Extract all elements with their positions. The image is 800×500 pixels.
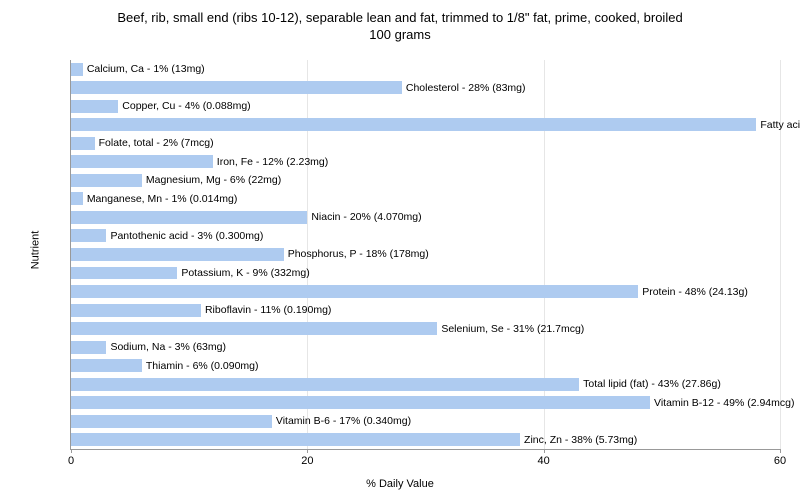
bar-label: Magnesium, Mg - 6% (22mg) bbox=[146, 174, 281, 186]
bar bbox=[71, 433, 520, 446]
x-tick-label: 60 bbox=[774, 455, 786, 467]
bar-row: Cholesterol - 28% (83mg) bbox=[71, 79, 780, 98]
chart-title: Beef, rib, small end (ribs 10-12), separ… bbox=[0, 0, 800, 48]
bar-row: Niacin - 20% (4.070mg) bbox=[71, 208, 780, 227]
bar-label: Iron, Fe - 12% (2.23mg) bbox=[217, 156, 328, 168]
bar-row: Total lipid (fat) - 43% (27.86g) bbox=[71, 375, 780, 394]
bar-row: Potassium, K - 9% (332mg) bbox=[71, 264, 780, 283]
x-tick-label: 40 bbox=[538, 455, 550, 467]
bar-label: Thiamin - 6% (0.090mg) bbox=[146, 360, 259, 372]
bar-label: Riboflavin - 11% (0.190mg) bbox=[205, 304, 331, 316]
bar-label: Vitamin B-12 - 49% (2.94mcg) bbox=[654, 397, 794, 409]
bar-label: Niacin - 20% (4.070mg) bbox=[311, 211, 421, 223]
bar-row: Zinc, Zn - 38% (5.73mg) bbox=[71, 430, 780, 449]
bar-label: Fatty acids, total saturated - 58% (11.5… bbox=[760, 119, 800, 131]
bar bbox=[71, 285, 638, 298]
title-line-2: 100 grams bbox=[369, 27, 430, 42]
x-tick-mark bbox=[780, 449, 781, 453]
nutrient-chart: Beef, rib, small end (ribs 10-12), separ… bbox=[0, 0, 800, 500]
bar bbox=[71, 248, 284, 261]
bar bbox=[71, 378, 579, 391]
bar bbox=[71, 81, 402, 94]
bar bbox=[71, 359, 142, 372]
bar-label: Vitamin B-6 - 17% (0.340mg) bbox=[276, 415, 411, 427]
bar-row: Fatty acids, total saturated - 58% (11.5… bbox=[71, 116, 780, 135]
bar-row: Copper, Cu - 4% (0.088mg) bbox=[71, 97, 780, 116]
bar-label: Manganese, Mn - 1% (0.014mg) bbox=[87, 193, 238, 205]
bar bbox=[71, 341, 106, 354]
bar bbox=[71, 137, 95, 150]
bar-row: Folate, total - 2% (7mcg) bbox=[71, 134, 780, 153]
bar-row: Manganese, Mn - 1% (0.014mg) bbox=[71, 190, 780, 209]
x-tick-mark bbox=[307, 449, 308, 453]
x-tick-mark bbox=[544, 449, 545, 453]
bar-label: Pantothenic acid - 3% (0.300mg) bbox=[110, 230, 263, 242]
plot-area: Calcium, Ca - 1% (13mg) Cholesterol - 28%… bbox=[70, 60, 780, 450]
bar-row: Iron, Fe - 12% (2.23mg) bbox=[71, 153, 780, 172]
bar bbox=[71, 174, 142, 187]
bar bbox=[71, 63, 83, 76]
bar-label: Sodium, Na - 3% (63mg) bbox=[110, 341, 226, 353]
bar-label: Folate, total - 2% (7mcg) bbox=[99, 137, 214, 149]
bar bbox=[71, 118, 756, 131]
bar-label: Potassium, K - 9% (332mg) bbox=[181, 267, 309, 279]
bar-row: Protein - 48% (24.13g) bbox=[71, 282, 780, 301]
bar-row: Calcium, Ca - 1% (13mg) bbox=[71, 60, 780, 79]
bar-label: Zinc, Zn - 38% (5.73mg) bbox=[524, 434, 637, 446]
bar-label: Calcium, Ca - 1% (13mg) bbox=[87, 63, 205, 75]
bar-row: Vitamin B-6 - 17% (0.340mg) bbox=[71, 412, 780, 431]
x-tick-label: 0 bbox=[68, 455, 74, 467]
bar-row: Pantothenic acid - 3% (0.300mg) bbox=[71, 227, 780, 246]
bar bbox=[71, 267, 177, 280]
bar bbox=[71, 155, 213, 168]
bar-row: Thiamin - 6% (0.090mg) bbox=[71, 356, 780, 375]
y-axis-label: Nutrient bbox=[29, 231, 41, 270]
bar-label: Selenium, Se - 31% (21.7mcg) bbox=[441, 323, 584, 335]
bar-row: Riboflavin - 11% (0.190mg) bbox=[71, 301, 780, 320]
bar-row: Vitamin B-12 - 49% (2.94mcg) bbox=[71, 393, 780, 412]
title-line-1: Beef, rib, small end (ribs 10-12), separ… bbox=[117, 10, 682, 25]
bar bbox=[71, 415, 272, 428]
bar-label: Protein - 48% (24.13g) bbox=[642, 286, 748, 298]
bar-row: Selenium, Se - 31% (21.7mcg) bbox=[71, 319, 780, 338]
bars-container: Calcium, Ca - 1% (13mg) Cholesterol - 28%… bbox=[71, 60, 780, 449]
x-axis-label: % Daily Value bbox=[0, 478, 800, 490]
bar bbox=[71, 211, 307, 224]
bar-label: Cholesterol - 28% (83mg) bbox=[406, 82, 526, 94]
bar-row: Magnesium, Mg - 6% (22mg) bbox=[71, 171, 780, 190]
bar-label: Copper, Cu - 4% (0.088mg) bbox=[122, 100, 250, 112]
bar bbox=[71, 100, 118, 113]
bar-row: Sodium, Na - 3% (63mg) bbox=[71, 338, 780, 357]
bar-row: Phosphorus, P - 18% (178mg) bbox=[71, 245, 780, 264]
x-tick-mark bbox=[71, 449, 72, 453]
bar-label: Phosphorus, P - 18% (178mg) bbox=[288, 248, 429, 260]
x-tick-label: 20 bbox=[301, 455, 313, 467]
bar bbox=[71, 192, 83, 205]
bar bbox=[71, 396, 650, 409]
bar bbox=[71, 322, 437, 335]
bar bbox=[71, 229, 106, 242]
bar bbox=[71, 304, 201, 317]
bar-label: Total lipid (fat) - 43% (27.86g) bbox=[583, 378, 721, 390]
